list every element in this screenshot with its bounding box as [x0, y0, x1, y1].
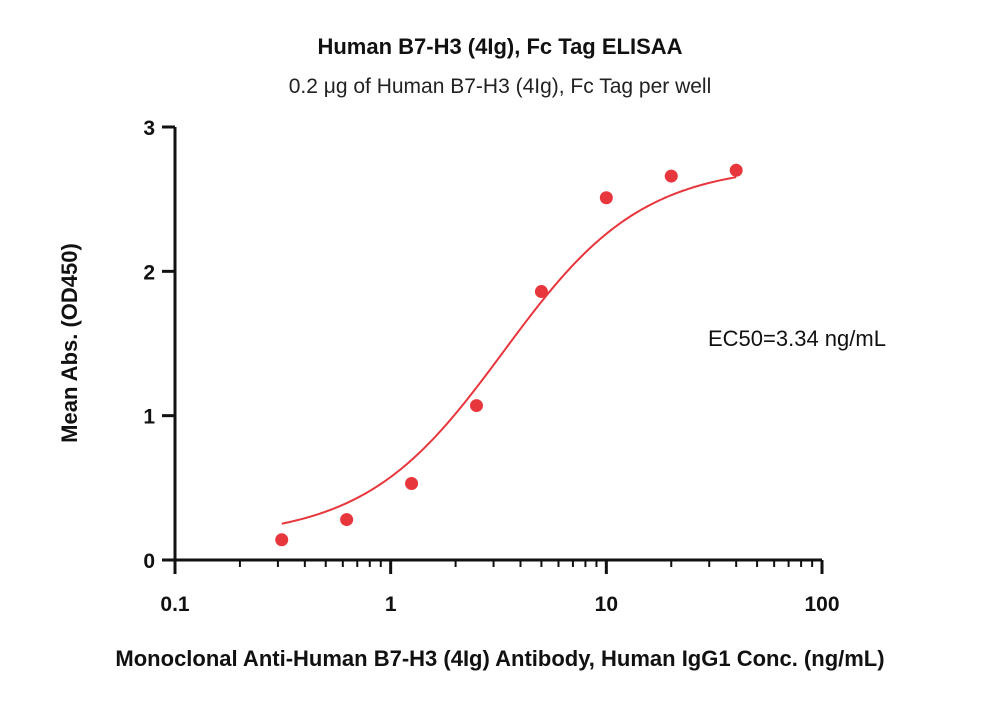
chart-subtitle: 0.2 μg of Human B7-H3 (4Ig), Fc Tag per …: [289, 75, 712, 98]
y-axis-label: Mean Abs. (OD450): [57, 243, 82, 443]
y-tick-label: 2: [143, 261, 155, 284]
y-tick-label: 1: [143, 406, 155, 429]
chart-title: Human B7-H3 (4Ig), Fc Tag ELISAA: [317, 34, 682, 59]
data-point: [340, 513, 354, 527]
data-point: [405, 477, 419, 491]
ec50-annotation: EC50=3.34 ng/mL: [708, 326, 886, 351]
data-point: [534, 285, 548, 299]
data-point: [729, 163, 743, 177]
x-tick-label: 100: [804, 593, 839, 616]
x-tick-label: 0.1: [160, 593, 190, 616]
x-axis-label: Monoclonal Anti-Human B7-H3 (4Ig) Antibo…: [115, 646, 884, 671]
x-tick-label: 10: [595, 593, 618, 616]
data-point: [469, 399, 483, 413]
y-tick-label: 0: [143, 550, 155, 573]
data-point: [599, 191, 613, 205]
data-point: [664, 169, 678, 183]
x-tick-label: 1: [385, 593, 397, 616]
y-tick-label: 3: [143, 117, 155, 140]
data-point: [275, 533, 289, 547]
fit-curve: [281, 176, 737, 525]
